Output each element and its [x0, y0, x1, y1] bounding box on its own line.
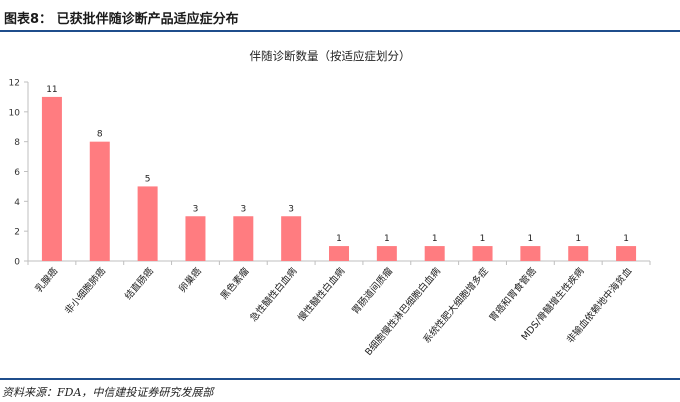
data-label: 3: [288, 204, 294, 214]
y-tick-label: 0: [14, 258, 20, 268]
data-label: 1: [480, 234, 486, 244]
y-tick-label: 12: [9, 79, 20, 89]
chart-title: 伴随诊断数量（按适应症划分）: [250, 49, 411, 63]
x-tick-label: 胃肠道间质瘤: [349, 265, 395, 317]
bar: [233, 216, 254, 261]
bar: [137, 186, 158, 261]
x-tick-label: 胃癌和胃食管癌: [487, 265, 539, 324]
data-label: 1: [432, 234, 438, 244]
y-tick-label: 6: [14, 168, 20, 178]
bar: [281, 216, 302, 261]
data-label: 1: [528, 234, 534, 244]
figure-label: 图表8：: [4, 12, 53, 27]
data-label: 3: [240, 204, 246, 214]
x-tick-label: 乳腺癌: [33, 265, 61, 295]
x-tick-label: 慢性髓性白血病: [295, 265, 347, 324]
data-label: 1: [384, 234, 390, 244]
y-tick-label: 4: [14, 198, 20, 208]
y-tick-label: 10: [9, 108, 21, 118]
data-label: 5: [145, 174, 151, 184]
bar: [520, 246, 541, 261]
data-label: 11: [46, 85, 57, 95]
figure-title: 图表8： 已获批伴随诊断产品适应症分布: [4, 8, 239, 27]
x-tick-label: 结直肠癌: [122, 265, 156, 302]
x-tick-label: 卵巢癌: [176, 265, 204, 295]
x-tick-label: 非小细胞肺癌: [62, 265, 108, 317]
x-axis: [27, 260, 651, 265]
bar: [89, 141, 110, 261]
y-axis: 0 2 4 6 8 10 12: [9, 79, 29, 268]
data-label: 1: [336, 234, 342, 244]
data-label: 3: [193, 204, 199, 214]
x-tick-label: 急性髓性白血病: [248, 265, 300, 324]
bar: [185, 216, 206, 261]
header-rule: [0, 30, 680, 32]
figure-title-text: 已获批伴随诊断产品适应症分布: [56, 12, 239, 27]
data-label: 1: [623, 234, 629, 244]
bar: [329, 246, 349, 261]
bar: [424, 246, 445, 261]
bar: [568, 246, 589, 261]
bar: [616, 246, 637, 261]
data-label: 1: [575, 234, 581, 244]
bar: [41, 96, 62, 261]
bar: [472, 246, 493, 261]
x-tick-label: 黑色素瘤: [218, 265, 252, 302]
bar: [376, 246, 397, 261]
bar-series: [41, 96, 637, 261]
y-tick-label: 2: [14, 228, 20, 238]
footer-rule: [0, 378, 680, 380]
figure-header: 图表8： 已获批伴随诊断产品适应症分布: [0, 4, 680, 30]
y-tick-label: 8: [14, 138, 20, 148]
source-note: 资料来源：FDA，中信建投证券研究发展部: [2, 386, 214, 399]
data-label: 8: [97, 130, 103, 140]
